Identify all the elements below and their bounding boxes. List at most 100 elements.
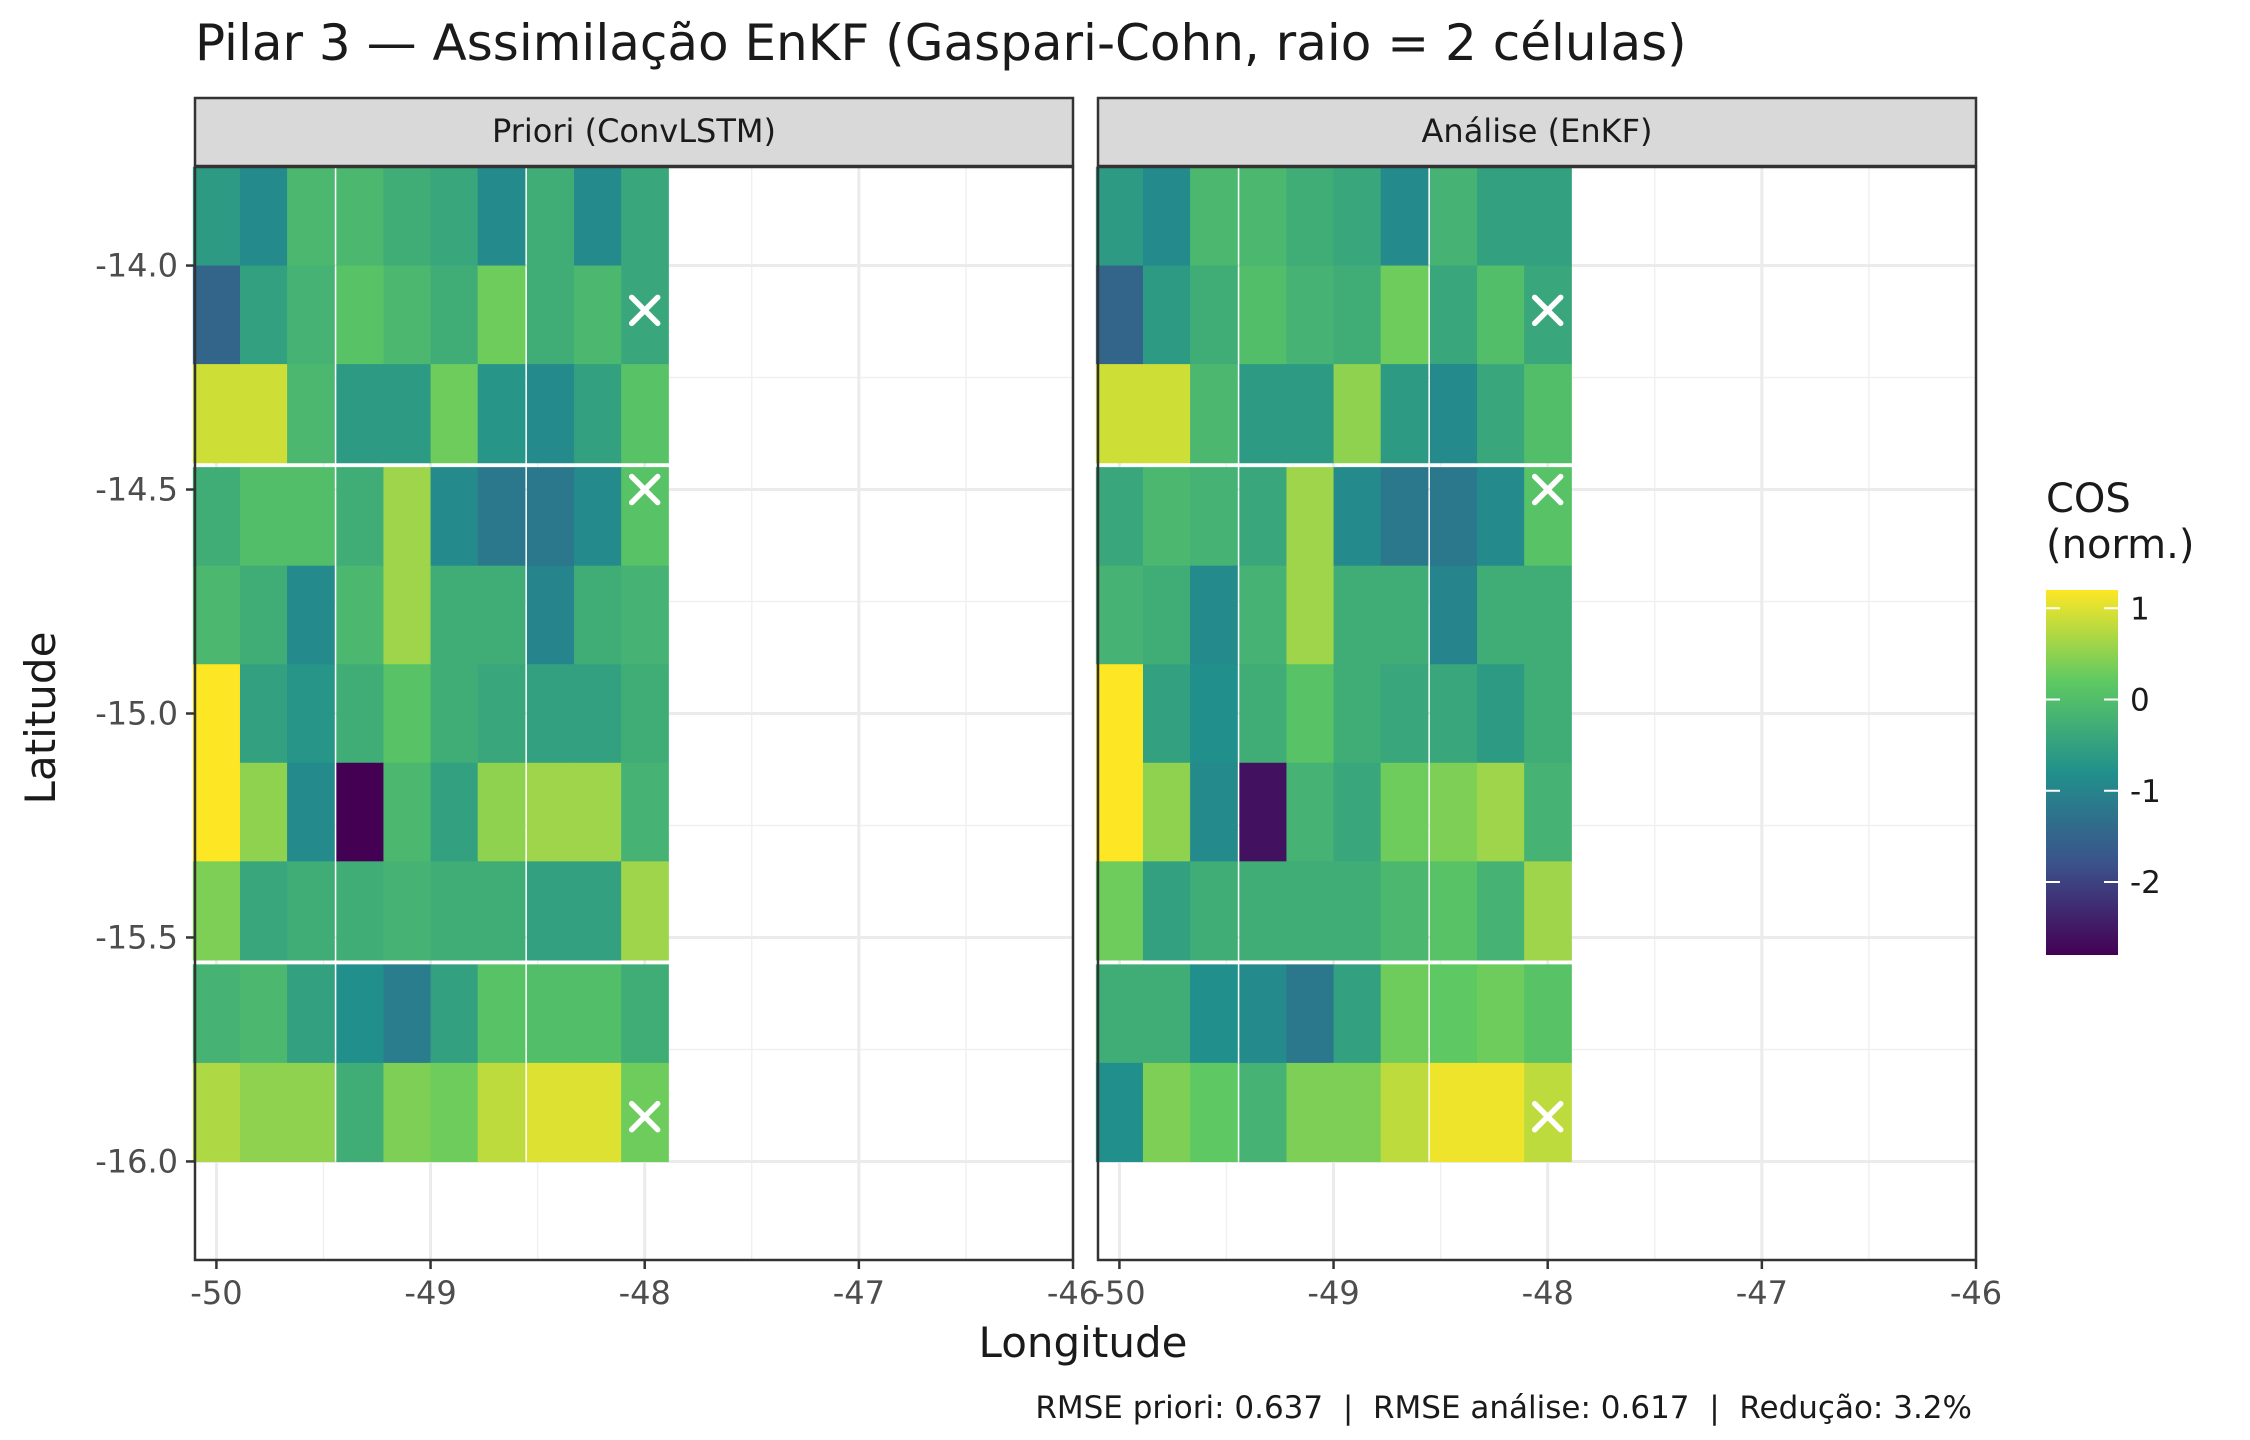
y-tick-label: -14.0 <box>95 247 178 285</box>
heatmap-cell <box>621 467 669 567</box>
heatmap-cell <box>336 861 385 961</box>
heatmap-cell <box>621 565 669 665</box>
panel-title: Análise (EnKF) <box>1422 112 1653 150</box>
heatmap-cell <box>1380 861 1429 961</box>
heatmap-cell <box>1095 265 1144 365</box>
heatmap-cell <box>1477 964 1525 1064</box>
heatmap-cell <box>1190 964 1238 1064</box>
heatmap-cell <box>477 265 526 365</box>
heatmap-cell <box>1190 167 1238 267</box>
heatmap-cell <box>1286 861 1335 961</box>
heatmap-cell <box>336 664 385 764</box>
heatmap-cell <box>1380 467 1429 567</box>
heatmap-cell <box>1429 964 1478 1064</box>
heatmap-cell <box>1380 167 1429 267</box>
heatmap-cell <box>1333 467 1382 567</box>
heatmap-cell <box>1333 964 1382 1064</box>
x-tick-label: -49 <box>404 1274 456 1312</box>
heatmap-cell <box>287 861 335 961</box>
panel-border <box>1096 165 1978 1262</box>
heatmap-cell <box>1239 265 1288 365</box>
heatmap-cell <box>430 265 479 365</box>
heatmap-cell <box>1142 364 1191 464</box>
heatmap-cell <box>1239 1062 1288 1163</box>
heatmap-cell <box>192 364 241 464</box>
heatmap-cell <box>383 364 432 464</box>
heatmap-cell <box>1190 1062 1238 1163</box>
panel-strip <box>1096 96 1978 168</box>
observation-marker <box>1531 1100 1564 1133</box>
heatmap-cell <box>1333 861 1382 961</box>
heatmap-cell <box>1333 762 1382 862</box>
heatmap-cell <box>239 861 288 961</box>
heatmap-cell <box>1380 664 1429 764</box>
heatmap-cell <box>526 664 575 764</box>
heatmap-cell <box>192 565 241 665</box>
heatmap-cell <box>1095 762 1144 862</box>
heatmap-tiles <box>192 167 669 1163</box>
x-tick-label: -48 <box>619 1274 671 1312</box>
y-axis-label: Latitude <box>16 632 65 805</box>
y-tick-label: -15.0 <box>95 695 178 733</box>
heatmap-cell <box>1142 861 1191 961</box>
heatmap-cell <box>574 565 622 665</box>
heatmap-cell <box>1095 861 1144 961</box>
heatmap-cell <box>1286 762 1335 862</box>
heatmap-cell <box>1142 762 1191 862</box>
heatmap-cell <box>192 964 241 1064</box>
heatmap-cell <box>430 565 479 665</box>
heatmap-cell <box>621 167 669 267</box>
heatmap-cell <box>477 664 526 764</box>
heatmap-cell <box>621 364 669 464</box>
heatmap-cell <box>192 467 241 567</box>
heatmap-cell <box>383 861 432 961</box>
x-tick-label: -47 <box>833 1274 885 1312</box>
heatmap-cell <box>1524 861 1572 961</box>
heatmap-cell <box>1429 861 1478 961</box>
heatmap-cell <box>1429 664 1478 764</box>
heatmap-cell <box>526 467 575 567</box>
heatmap-cell <box>1239 364 1288 464</box>
heatmap-cell <box>192 1062 241 1163</box>
heatmap-cell <box>1429 265 1478 365</box>
heatmap-cell <box>1239 565 1288 665</box>
heatmap-cell <box>526 861 575 961</box>
heatmap-cell <box>336 167 385 267</box>
x-tick-label: -48 <box>1522 1274 1574 1312</box>
heatmap-cell <box>574 664 622 764</box>
y-tick-label: -14.5 <box>95 471 178 509</box>
heatmap-cell <box>1429 364 1478 464</box>
heatmap-cell <box>1524 364 1572 464</box>
heatmap-cell <box>1142 265 1191 365</box>
heatmap-cell <box>1095 565 1144 665</box>
heatmap-cell <box>1429 565 1478 665</box>
observation-markers <box>1531 294 1564 1133</box>
heatmap-cell <box>1524 565 1572 665</box>
heatmap-cell <box>239 762 288 862</box>
heatmap-cell <box>1286 964 1335 1064</box>
heatmap-cell <box>239 565 288 665</box>
heatmap-cell <box>1333 167 1382 267</box>
heatmap-cell <box>1380 1062 1429 1163</box>
heatmap-cell <box>336 762 385 862</box>
heatmap-cell <box>477 1062 526 1163</box>
heatmap-tiles <box>1095 167 1572 1163</box>
heatmap-cell <box>1190 565 1238 665</box>
legend-tick-label: -1 <box>2130 774 2161 810</box>
heatmap-cell <box>1333 1062 1382 1163</box>
heatmap-cell <box>287 664 335 764</box>
y-tick-label: -15.5 <box>95 918 178 956</box>
heatmap-cell <box>192 861 241 961</box>
legend-title: COS <box>2046 476 2131 522</box>
heatmap-cell <box>477 861 526 961</box>
panel-2: Análise (EnKF) -50 -49 -48 -47 -46 <box>1093 96 2002 1312</box>
heatmap-cell <box>1429 167 1478 267</box>
heatmap-cell <box>336 964 385 1064</box>
heatmap-cell <box>336 1062 385 1163</box>
heatmap-cell <box>1142 565 1191 665</box>
heatmap-cell <box>526 1062 575 1163</box>
heatmap-cell <box>287 964 335 1064</box>
heatmap-cell <box>1190 265 1238 365</box>
heatmap-cell <box>1095 364 1144 464</box>
heatmap-cell <box>1333 664 1382 764</box>
